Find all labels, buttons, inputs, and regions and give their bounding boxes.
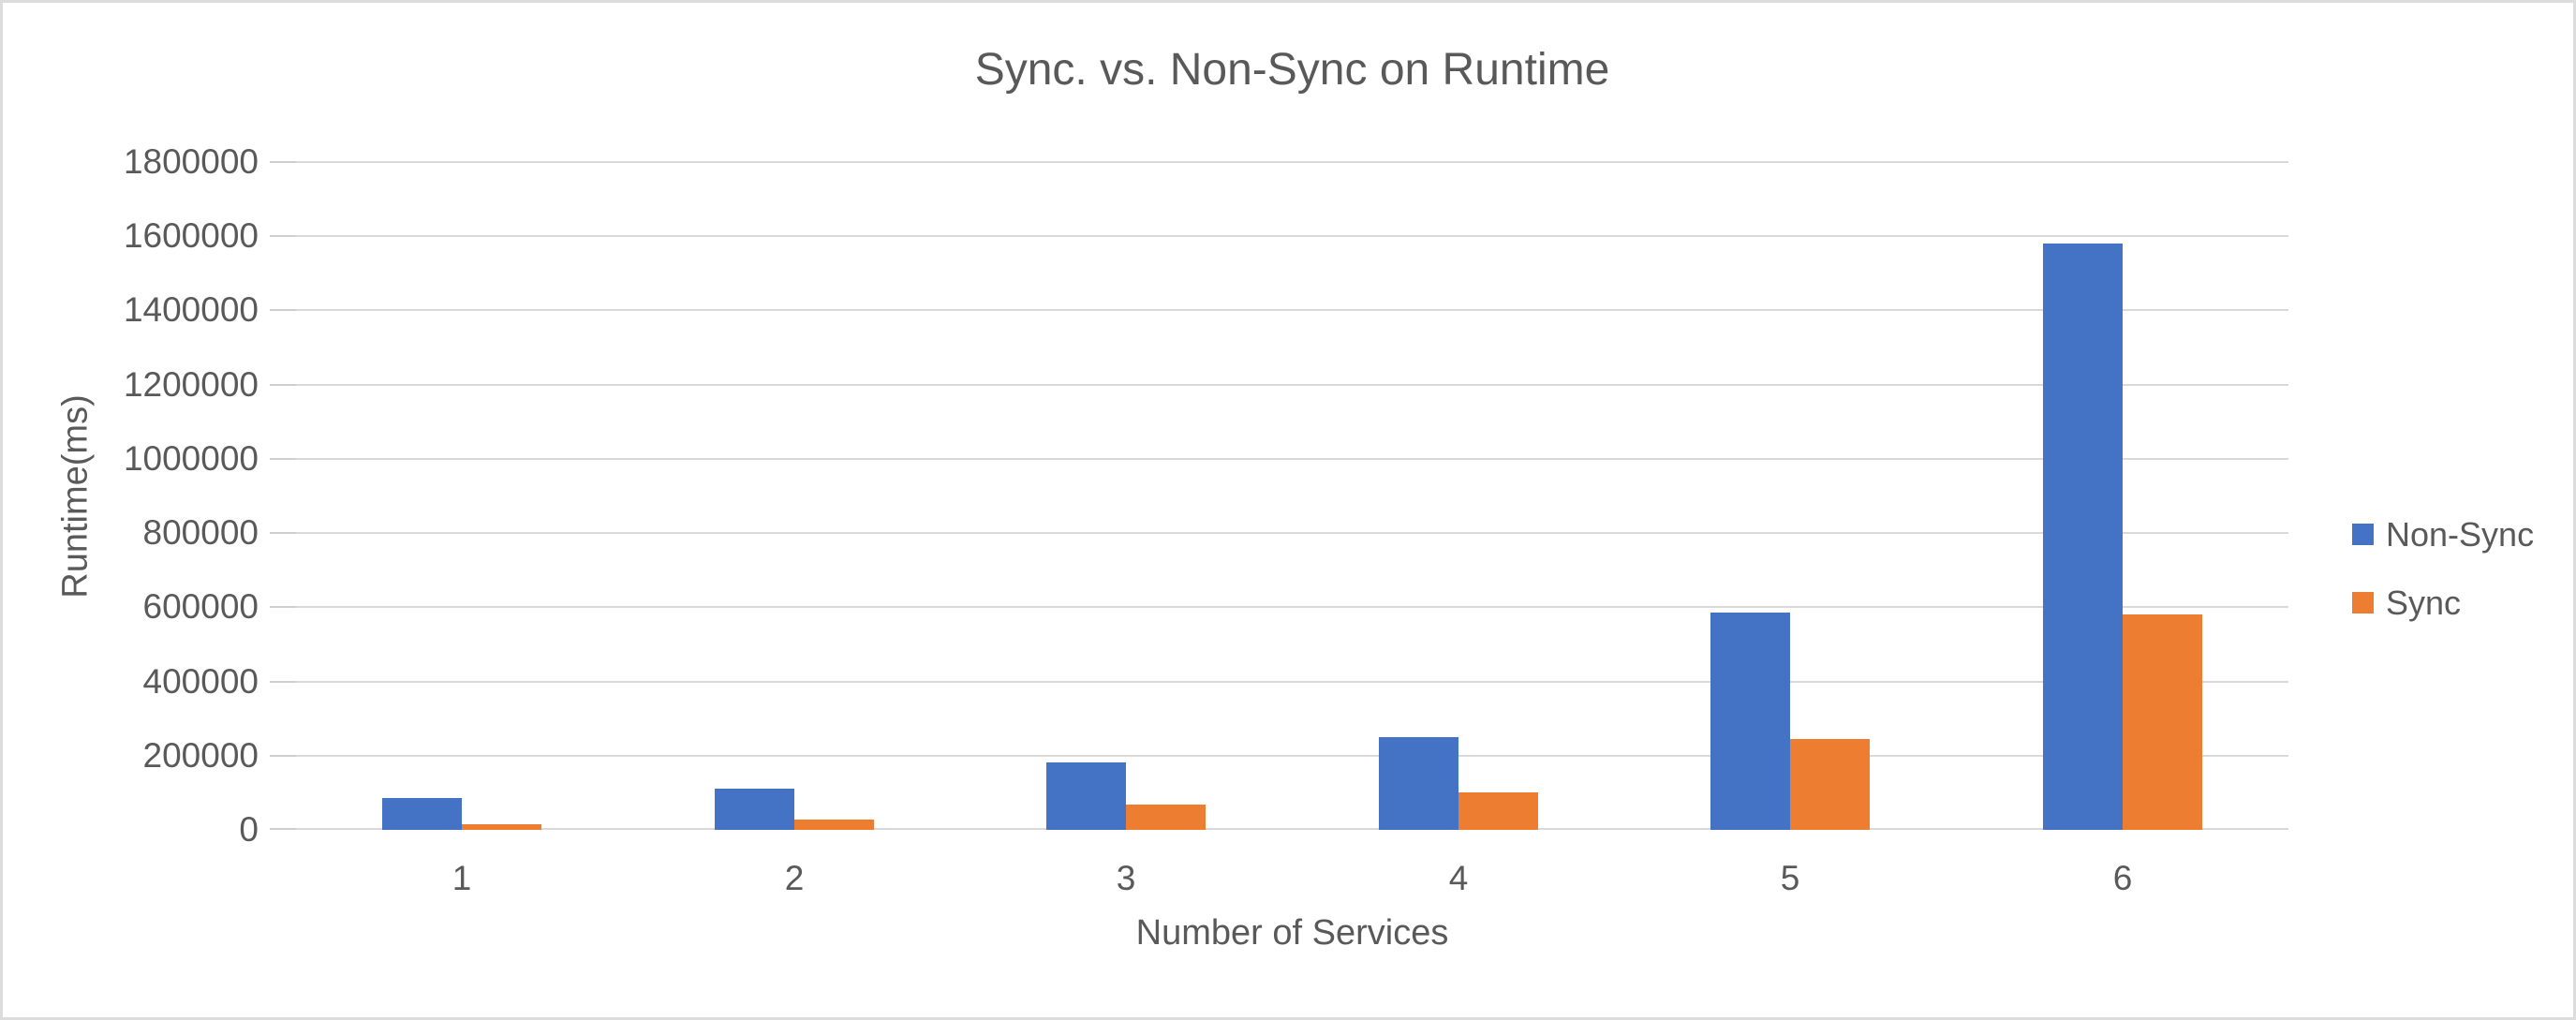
y-axis-tick xyxy=(270,681,296,683)
chart-title: Sync. vs. Non-Sync on Runtime xyxy=(974,45,1610,95)
y-tick-label: 1000000 xyxy=(123,439,259,478)
legend-label: Sync xyxy=(2386,584,2462,622)
y-tick-label: 0 xyxy=(239,810,259,849)
bar-non-sync-1 xyxy=(382,798,462,830)
x-tick-label: 2 xyxy=(784,859,805,897)
bar-non-sync-5 xyxy=(1710,613,1790,830)
bar-non-sync-4 xyxy=(1379,737,1458,830)
gridline xyxy=(296,606,2288,608)
x-tick-label: 3 xyxy=(1116,859,1136,897)
gridline xyxy=(296,681,2288,683)
legend-swatch-icon xyxy=(2352,524,2374,545)
y-tick-label: 1600000 xyxy=(123,216,259,255)
bar-non-sync-3 xyxy=(1046,762,1126,830)
x-axis-title: Number of Services xyxy=(1135,913,1449,953)
gridline xyxy=(296,235,2288,237)
gridline xyxy=(296,161,2288,163)
y-tick-label: 600000 xyxy=(142,587,259,626)
y-axis-tick xyxy=(270,309,296,311)
bar-non-sync-2 xyxy=(715,789,794,830)
y-axis-tick xyxy=(270,828,296,830)
y-tick-label: 200000 xyxy=(142,736,259,775)
bar-sync-1 xyxy=(462,824,541,830)
y-axis-tick xyxy=(270,458,296,460)
x-tick-label: 1 xyxy=(452,859,472,897)
bar-sync-6 xyxy=(2123,614,2202,830)
gridline xyxy=(296,532,2288,534)
y-tick-label: 800000 xyxy=(142,513,259,552)
y-tick-label: 1800000 xyxy=(123,142,259,181)
y-axis-title: Runtime(ms) xyxy=(55,394,96,599)
x-tick-label: 6 xyxy=(2112,859,2133,897)
gridline xyxy=(296,755,2288,757)
legend: Non-Sync Sync xyxy=(2352,513,2534,624)
gridline xyxy=(296,309,2288,311)
bar-sync-4 xyxy=(1458,792,1538,830)
bar-sync-2 xyxy=(794,820,874,830)
y-axis-tick xyxy=(270,755,296,757)
legend-swatch-icon xyxy=(2352,592,2374,613)
legend-label: Non-Sync xyxy=(2386,515,2535,554)
x-tick-label: 4 xyxy=(1448,859,1469,897)
legend-item-non-sync: Non-Sync xyxy=(2352,513,2534,555)
legend-item-sync: Sync xyxy=(2352,582,2534,624)
y-tick-label: 1400000 xyxy=(123,290,259,329)
bar-non-sync-6 xyxy=(2043,244,2123,830)
y-tick-label: 400000 xyxy=(142,662,259,701)
y-axis-tick xyxy=(270,606,296,608)
bar-sync-5 xyxy=(1790,739,1870,830)
y-axis-tick xyxy=(270,235,296,237)
y-tick-label: 1200000 xyxy=(123,365,259,404)
y-axis-tick xyxy=(270,532,296,534)
x-axis-line xyxy=(296,828,2288,830)
x-tick-label: 5 xyxy=(1780,859,1800,897)
y-axis-tick xyxy=(270,161,296,163)
gridline xyxy=(296,458,2288,460)
gridline xyxy=(296,384,2288,386)
bar-sync-3 xyxy=(1126,805,1206,830)
plot-area xyxy=(270,161,2288,830)
y-axis-tick xyxy=(270,384,296,386)
